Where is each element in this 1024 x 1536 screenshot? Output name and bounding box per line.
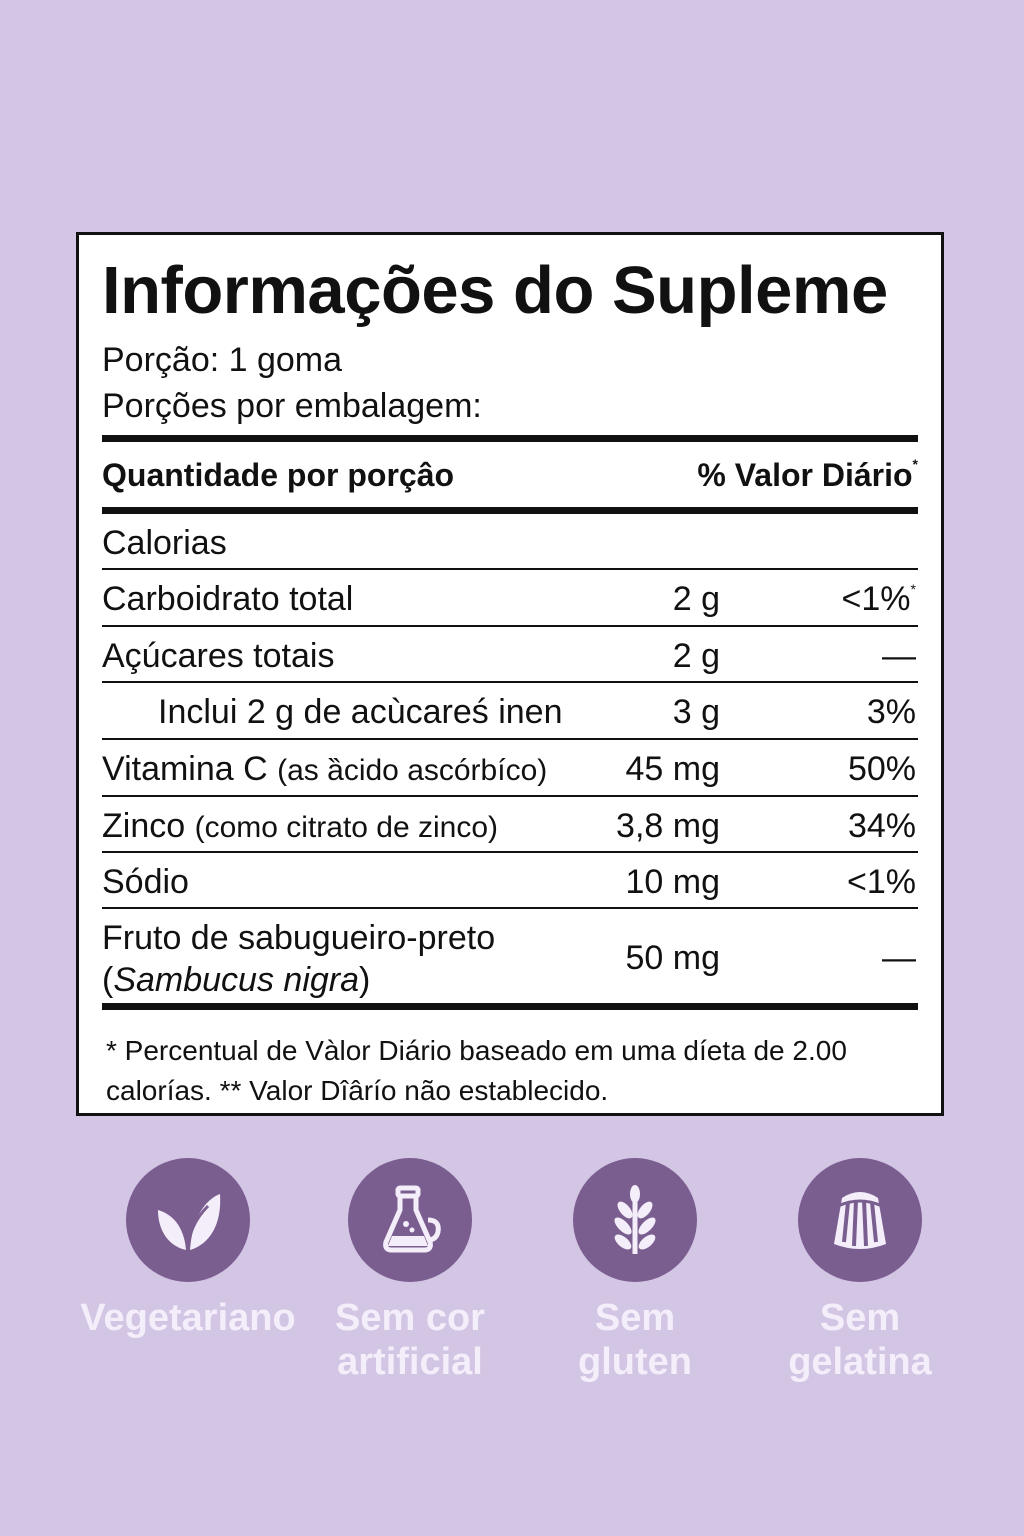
- badge-label: Sem cor artificial: [335, 1297, 485, 1383]
- nutrient-row-calorias: Calorias: [102, 514, 918, 570]
- serving-size: Porção: 1 goma: [102, 341, 343, 379]
- badge-sem-gluten: Sem gluten: [515, 1158, 755, 1384]
- nutrient-row-carboidrato: Carboidrato total 2 g <1%*: [102, 570, 918, 627]
- footnote: * Percentual de Vàlor Diário baseado em …: [106, 1035, 847, 1106]
- nutrient-row-sabugueiro: Fruto de sabugueiro-preto (Sambucus nigr…: [102, 919, 916, 999]
- badge-label: Sem gelatina: [788, 1297, 932, 1383]
- divider-thick: [102, 435, 918, 442]
- amount-per-serving-header: Quantidade por porçâo: [102, 457, 455, 493]
- leaf-icon: [126, 1158, 250, 1282]
- nutrient-row-sodio: Sódio 10 mg <1%: [102, 853, 918, 909]
- badge-label: Vegetariano: [80, 1297, 296, 1339]
- divider-thick: [102, 1003, 918, 1010]
- badge-label: Sem gluten: [578, 1297, 692, 1383]
- divider-thick: [102, 507, 918, 514]
- daily-value-header: % Valor Diário*: [697, 456, 918, 493]
- panel-title: Informações do Supleme: [102, 253, 888, 328]
- gummy-icon: [798, 1158, 922, 1282]
- nutrient-row-vitamina-c: Vitamina C (as ȁcido ascórbíco) 45 mg 50…: [102, 740, 918, 797]
- nutrient-row-acucares: Açúcares totais 2 g —: [102, 627, 918, 683]
- badge-sem-cor-artificial: Sem cor artificial: [290, 1158, 530, 1384]
- nutrient-row-acucares-adicionados: Inclui 2 g de acùcareś inen 3 g 3%: [102, 683, 918, 740]
- servings-per-container: Porções por embalagem:: [102, 387, 482, 425]
- supplement-facts-panel: Informações do Supleme Porção: 1 goma Po…: [76, 232, 944, 1116]
- flask-icon: [348, 1158, 472, 1282]
- nutrient-row-zinco: Zinco (como citrato de zinco) 3,8 mg 34%: [102, 797, 918, 853]
- wheat-icon: [573, 1158, 697, 1282]
- badge-vegetariano: Vegetariano: [68, 1158, 308, 1340]
- badge-sem-gelatina: Sem gelatina: [740, 1158, 980, 1384]
- feature-badges: Vegetariano Sem cor artificial: [0, 1158, 1024, 1398]
